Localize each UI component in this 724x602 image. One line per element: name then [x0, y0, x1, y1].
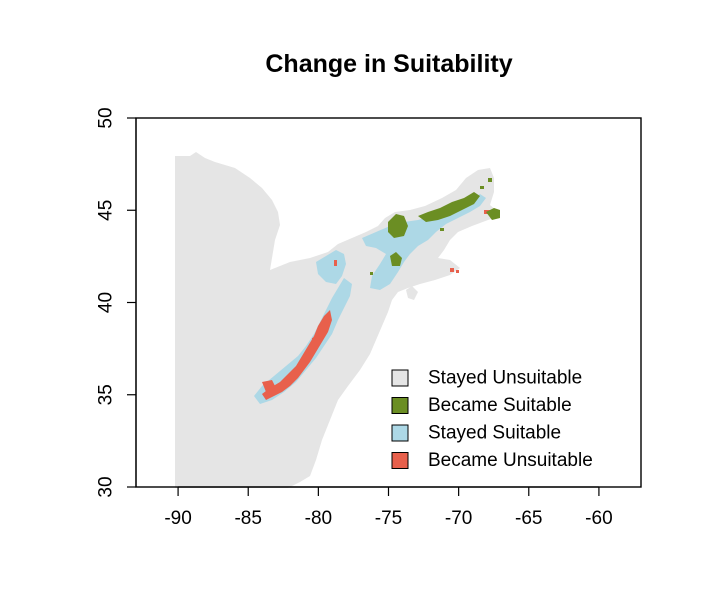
became-suitable-speck-a [488, 178, 492, 182]
y-tick-label: 45 [96, 200, 117, 221]
became-unsuitable-ridge [262, 310, 332, 400]
y-tick-label: 30 [96, 476, 117, 497]
legend-label: Stayed Suitable [428, 423, 561, 444]
legend-label: Became Suitable [428, 395, 572, 416]
became-unsuitable-patch-a [262, 380, 276, 392]
x-tick-label: -70 [445, 508, 472, 529]
became-suitable-speck-d [370, 272, 373, 275]
became-suitable-catskill [390, 252, 402, 266]
stayed-suitable-appalachia [254, 278, 352, 404]
region-stayed-unsuitable-coast [406, 286, 418, 300]
became-unsuitable-patch-d [450, 268, 454, 272]
became-suitable-speck-b [480, 186, 484, 189]
legend-swatch [391, 397, 409, 414]
legend-swatch [391, 452, 409, 469]
y-tick-label: 40 [96, 292, 117, 313]
legend-label: Became Unsuitable [428, 450, 593, 471]
x-tick-label: -85 [234, 508, 261, 529]
x-tick-label: -60 [585, 508, 612, 529]
region-became-suitable [370, 178, 500, 275]
map-legend: Stayed Unsuitable Became Suitable Stayed S… [391, 368, 593, 471]
x-tick-label: -80 [305, 508, 332, 529]
became-suitable-east-tip [486, 208, 500, 220]
became-unsuitable-patch-c [334, 260, 337, 266]
became-suitable-adirondack [388, 214, 408, 238]
map-title: Change in Suitability [265, 50, 512, 78]
x-axis: -90 -85 -80 -75 -70 -65 -60 [164, 486, 613, 529]
y-axis: 30 35 40 45 50 [96, 107, 137, 498]
y-tick-label: 50 [96, 107, 117, 128]
became-unsuitable-patch-b [312, 336, 318, 344]
x-tick-label: -75 [375, 508, 402, 529]
became-suitable-northern-band [418, 192, 480, 222]
became-suitable-speck-c [440, 228, 444, 231]
x-tick-label: -90 [164, 508, 191, 529]
legend-swatch [391, 369, 409, 387]
legend-swatch [391, 424, 409, 442]
x-tick-label: -65 [515, 508, 542, 529]
legend-label: Stayed Unsuitable [428, 368, 582, 389]
became-unsuitable-patch-e [456, 270, 459, 273]
stayed-suitable-western-ny [316, 250, 346, 284]
y-tick-label: 35 [96, 384, 117, 405]
